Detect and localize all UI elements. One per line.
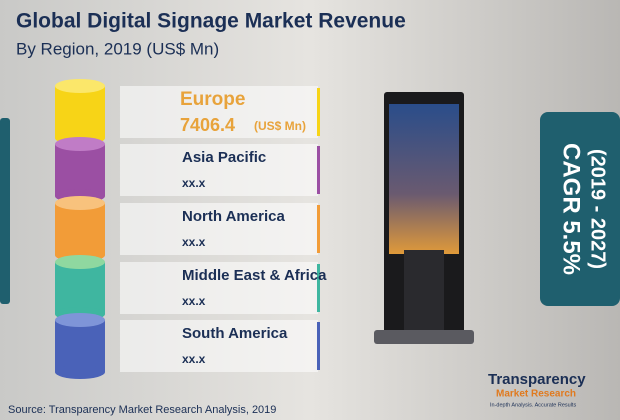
cylinder-body [55,203,105,255]
logo-line2: Market Research [496,389,576,400]
cylinder-body [55,144,105,196]
label-bar [317,322,320,370]
region-unit: (US$ Mn) [254,119,306,133]
cylinder-bottom [55,365,105,379]
logo-line1: Transparency [488,371,586,388]
cylinder-body [55,320,105,372]
region-value: xx.x [182,176,206,190]
label-bar [317,88,320,136]
source: Source: Transparency Market Research Ana… [8,404,276,416]
kiosk [374,92,474,344]
subtitle: By Region, 2019 (US$ Mn) [16,39,219,58]
label-panel [120,86,318,138]
region-name: Europe [180,89,245,110]
label-bar [317,264,320,312]
label-panel [120,262,318,314]
cylinder-top [55,313,105,327]
region-value: xx.x [182,352,206,366]
region-name: Asia Pacific [182,149,266,166]
cylinder-top [55,137,105,151]
region-value: xx.x [182,294,206,308]
region-name: Middle East & Africa [182,267,327,284]
cylinder-body [55,86,105,138]
left-tab [0,118,10,304]
label-panel [120,320,318,372]
label-bar [317,146,320,194]
region-name: North America [182,208,285,225]
label-panel [120,144,318,196]
cagr-period: (2019 - 2027) [587,149,609,269]
logo-tagline: In-depth Analysis. Accurate Results [490,402,576,408]
cylinder-body [55,262,105,314]
cylinder-top [55,255,105,269]
region-name: South America [182,325,288,342]
region-value: 7406.4 [180,115,235,135]
cylinder-top [55,79,105,93]
label-bar [317,205,320,253]
cagr-label: CAGR 5.5% [558,143,585,275]
region-value: xx.x [182,235,206,249]
cylinder-top [55,196,105,210]
cagr-box [540,112,620,306]
title: Global Digital Signage Market Revenue [16,10,406,33]
label-panel [120,203,318,255]
